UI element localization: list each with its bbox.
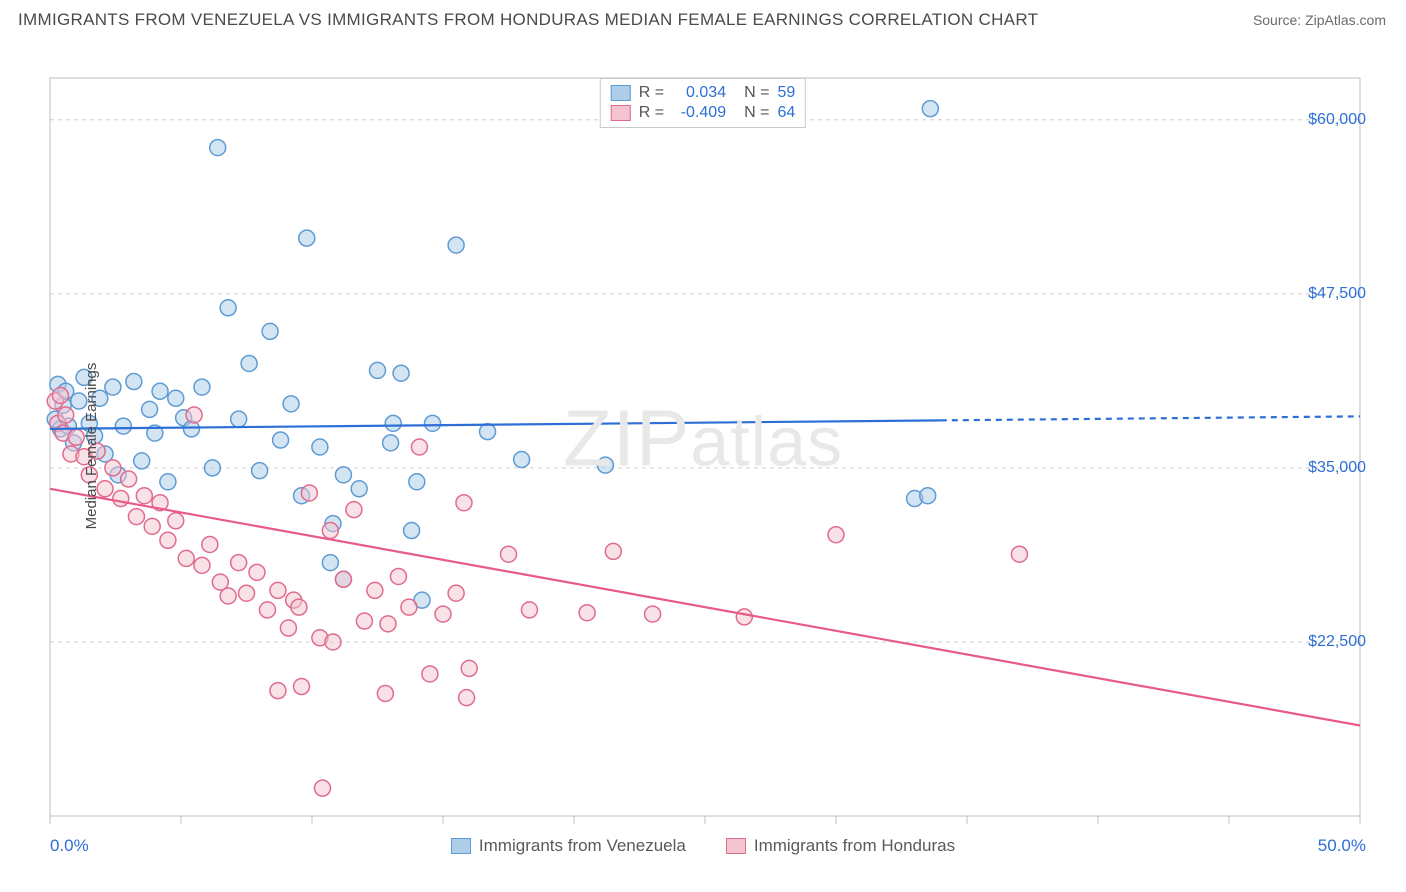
y-tick-label: $22,500 [1308,633,1366,651]
stats-row-honduras: R = -0.409 N = 64 [611,103,795,123]
swatch-venezuela [611,85,631,101]
y-axis-label: Median Female Earnings [83,363,100,530]
y-tick-label: $60,000 [1308,111,1366,129]
source-attribution: Source: ZipAtlas.com [1253,12,1386,28]
n-value-honduras: 64 [777,104,795,122]
r-value-honduras: -0.409 [672,104,726,122]
legend-item-venezuela: Immigrants from Venezuela [451,836,686,856]
y-tick-label: $47,500 [1308,285,1366,303]
correlation-stats-box: R = 0.034 N = 59 R = -0.409 N = 64 [600,78,806,128]
chart-title: IMMIGRANTS FROM VENEZUELA VS IMMIGRANTS … [18,10,1038,30]
swatch-honduras [611,105,631,121]
stats-row-venezuela: R = 0.034 N = 59 [611,83,795,103]
r-label: R = [639,104,664,122]
n-label: N = [744,84,769,102]
legend-label-honduras: Immigrants from Honduras [754,836,955,856]
n-label: N = [744,104,769,122]
chart-area: Median Female Earnings ZIPatlas R = 0.03… [0,36,1406,856]
legend: Immigrants from Venezuela Immigrants fro… [0,836,1406,856]
swatch-honduras [726,838,746,854]
r-value-venezuela: 0.034 [672,84,726,102]
scatter-plot-svg [0,36,1406,856]
y-tick-label: $35,000 [1308,459,1366,477]
r-label: R = [639,84,664,102]
legend-label-venezuela: Immigrants from Venezuela [479,836,686,856]
legend-item-honduras: Immigrants from Honduras [726,836,955,856]
n-value-venezuela: 59 [777,84,795,102]
swatch-venezuela [451,838,471,854]
